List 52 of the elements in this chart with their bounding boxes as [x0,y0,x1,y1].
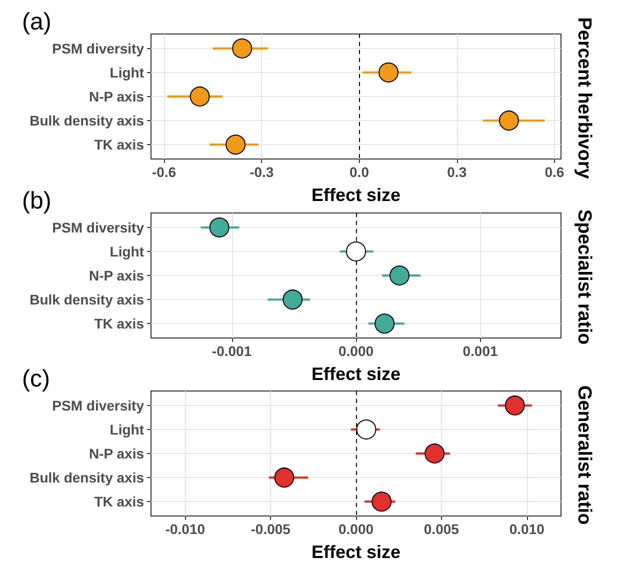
point [390,265,410,285]
x-axis-title: Effect size [311,542,401,562]
y-tick-label: PSM diversity [52,397,144,414]
point [282,289,303,310]
y-axis-title: Generalist ratio [574,385,594,525]
y-tick-label: Bulk density axis [30,470,144,486]
point [504,395,525,416]
point [498,110,519,131]
y-axis-title: Specialist ratio [574,208,594,344]
x-axis-title: Effect size [311,185,401,205]
x-tick-label: 0.005 [424,521,460,537]
x-axis-title: Effect size [311,364,401,384]
point [226,134,246,155]
y-tick-label: TK axis [94,136,144,153]
x-tick-label: 0.001 [462,342,498,358]
x-tick-label: 0.3 [447,164,467,180]
x-tick-label: -0.001 [212,342,252,358]
y-tick-label: Light [110,421,144,438]
point [424,444,445,464]
x-tick-label: 0.0 [350,164,370,180]
y-tick-label: Bulk density axis [30,291,144,308]
y-tick-label: Bulk density axis [30,112,144,129]
x-tick-label: 0.000 [338,342,374,358]
y-tick-label: Light [110,242,144,259]
x-tick-label: 0.010 [509,521,545,537]
point [356,419,376,440]
point [232,38,252,58]
point [274,468,294,488]
x-tick-label: 0.000 [338,521,374,537]
y-tick-label: N-P axis [89,446,144,462]
x-tick-label: -0.010 [165,521,206,537]
y-axis-title: Percent herbivory [574,17,594,180]
y-tick-label: TK axis [94,315,144,332]
point [374,313,395,334]
point [378,62,399,82]
chart-title: (c) [22,366,50,392]
y-tick-label: PSM diversity [52,40,144,56]
x-tick-label: -0.005 [250,521,291,537]
point [346,240,366,261]
chart-title: (b) [22,187,52,214]
point [190,86,210,106]
y-tick-label: N-P axis [89,267,144,283]
x-tick-label: -0.6 [152,164,176,180]
y-tick-label: Light [110,64,144,80]
y-tick-label: PSM diversity [52,218,144,235]
point [209,216,230,237]
x-tick-label: -0.3 [250,164,274,180]
x-tick-label: 0.6 [544,164,564,180]
point [372,492,392,512]
y-tick-label: TK axis [94,494,144,510]
y-tick-label: N-P axis [89,88,144,104]
chart-title: (a) [22,8,52,36]
